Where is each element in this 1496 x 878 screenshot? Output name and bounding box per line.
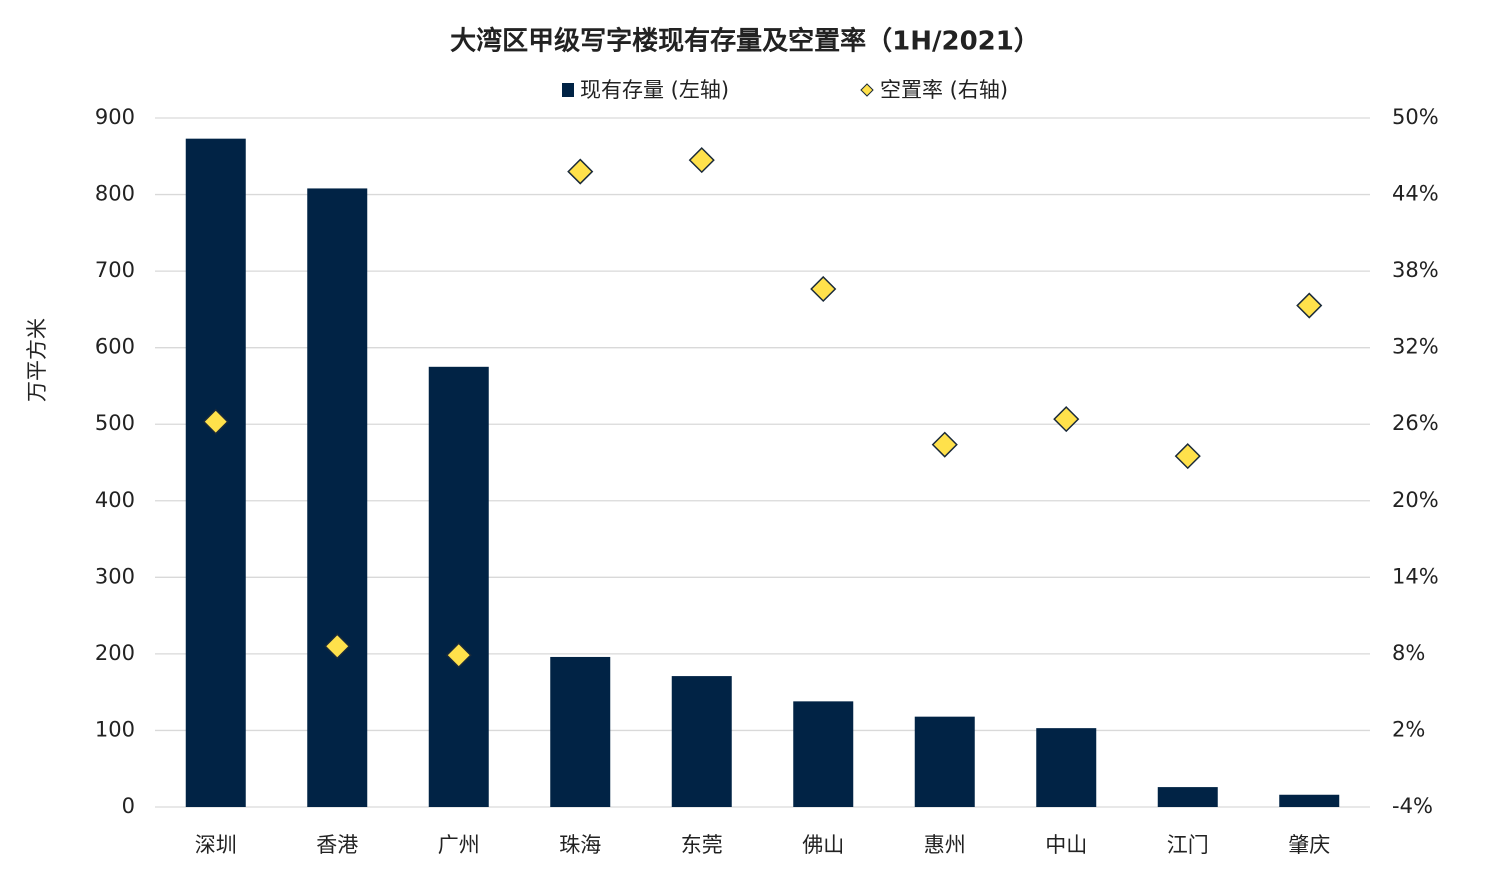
y2-tick-label: 14%: [1392, 564, 1439, 588]
bar: [671, 676, 732, 807]
y-tick-label: 400: [95, 488, 135, 512]
y-tick-label: 0: [122, 794, 135, 818]
x-tick-label: 珠海: [559, 833, 601, 857]
x-tick-label: 佛山: [802, 833, 844, 857]
bar: [307, 188, 368, 808]
y-tick-label: 700: [95, 258, 135, 282]
marker: [810, 275, 837, 303]
y2-tick-label: 50%: [1392, 105, 1439, 129]
x-tick-label: 深圳: [195, 833, 237, 857]
x-tick-label: 惠州: [924, 833, 966, 857]
legend-swatch: [562, 83, 574, 97]
x-tick-label: 江门: [1167, 833, 1209, 857]
y-tick-label: 100: [95, 717, 135, 741]
y2-tick-label: 44%: [1392, 182, 1439, 206]
marker: [1296, 292, 1323, 319]
bar: [428, 366, 489, 807]
y-tick-label: 200: [95, 641, 135, 665]
y-tick-label: 500: [95, 411, 135, 435]
marker: [202, 408, 229, 435]
marker: [1174, 443, 1201, 470]
bar: [914, 716, 975, 807]
bar: [1036, 728, 1097, 807]
marker: [688, 147, 715, 174]
bar: [550, 656, 611, 807]
y-axis-label: 万平方米: [25, 318, 49, 402]
x-tick-label: 广州: [438, 833, 480, 857]
x-tick-label: 香港: [316, 833, 358, 857]
marker: [567, 158, 594, 185]
legend-label: 空置率 (右轴): [880, 78, 1008, 102]
y2-tick-label: 32%: [1392, 335, 1439, 359]
bar: [793, 701, 854, 807]
marker: [324, 633, 351, 660]
chart-title: 大湾区甲级写字楼现有存量及空置率（1H/2021）: [450, 26, 1040, 57]
y-tick-label: 800: [95, 182, 135, 206]
x-tick-label: 中山: [1045, 833, 1087, 857]
bar: [185, 138, 246, 808]
marker: [445, 642, 472, 669]
legend-label: 现有存量 (左轴): [580, 78, 729, 102]
y2-tick-label: -4%: [1392, 794, 1433, 818]
y2-tick-label: 20%: [1392, 488, 1439, 512]
y2-tick-label: 2%: [1392, 717, 1425, 741]
y2-tick-label: 38%: [1392, 258, 1439, 282]
marker: [1053, 406, 1080, 433]
legend-swatch: [860, 83, 874, 97]
x-tick-label: 东莞: [681, 833, 723, 857]
bar: [1279, 794, 1340, 807]
y2-tick-label: 8%: [1392, 641, 1425, 665]
bar: [1157, 787, 1218, 807]
x-tick-label: 肇庆: [1288, 833, 1330, 857]
y-tick-label: 300: [95, 564, 135, 588]
y-tick-label: 900: [95, 105, 135, 129]
y-tick-label: 600: [95, 335, 135, 359]
marker: [931, 431, 958, 458]
y2-tick-label: 26%: [1392, 411, 1439, 435]
